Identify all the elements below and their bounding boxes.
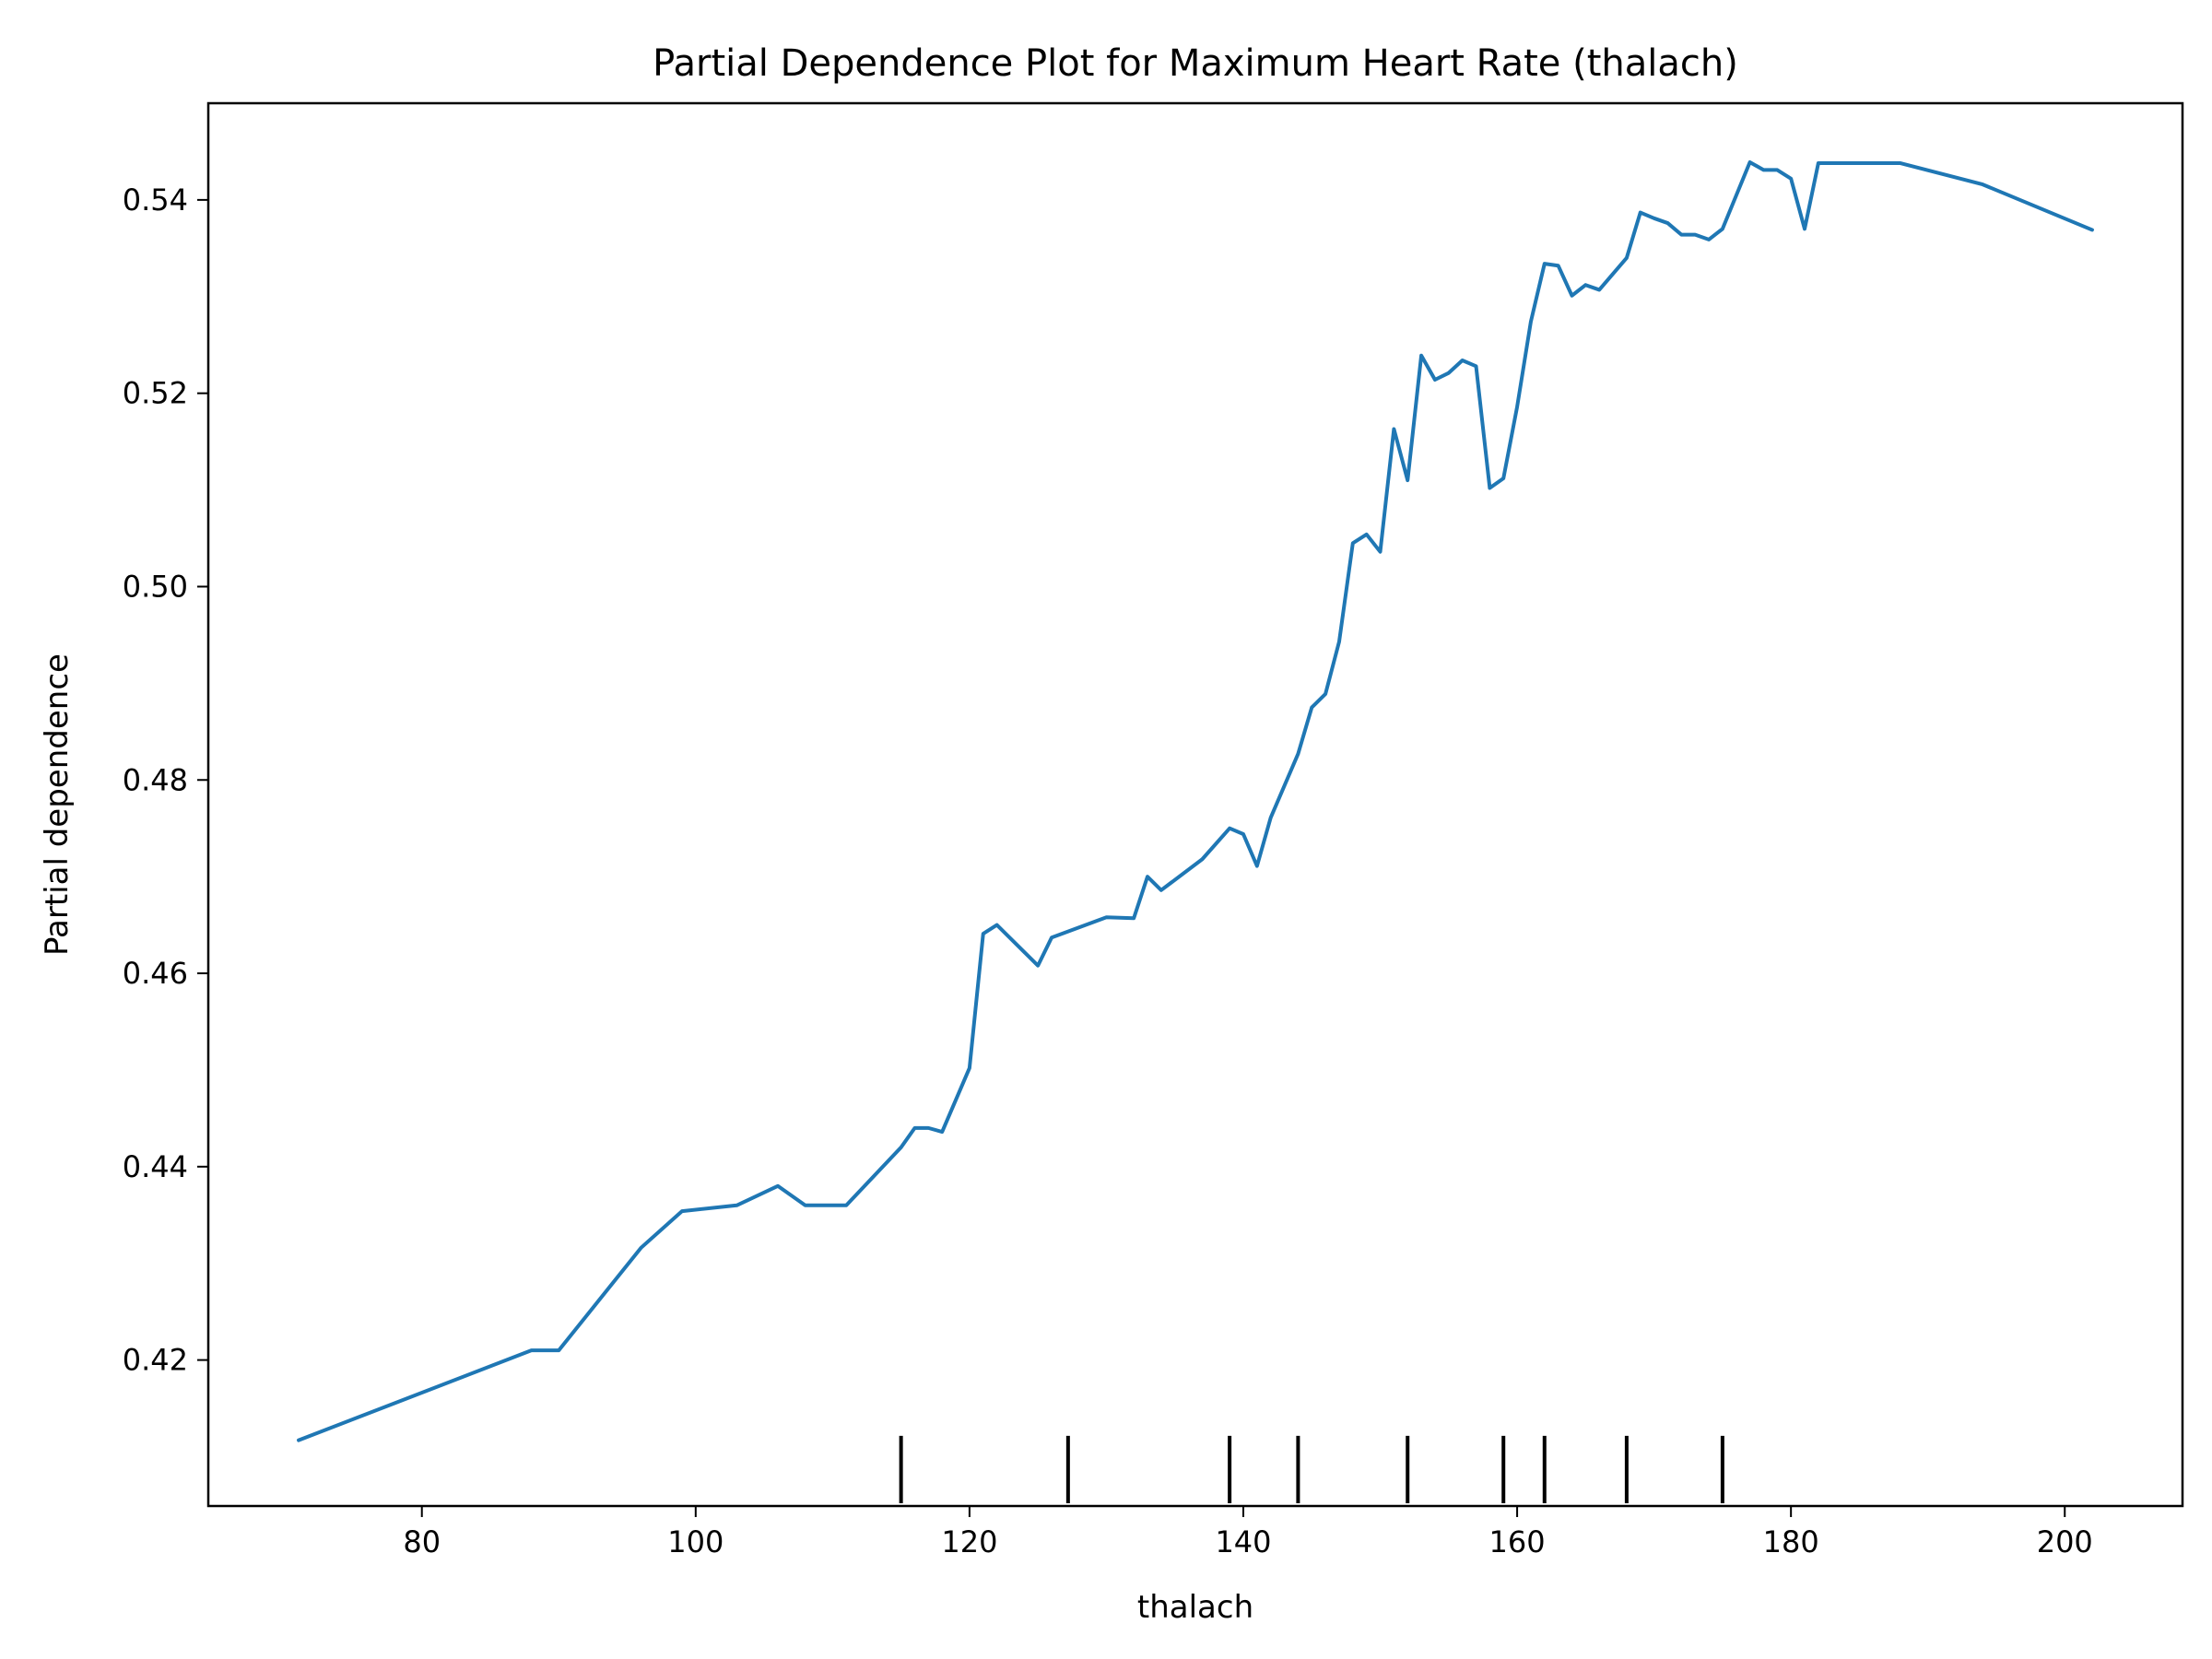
y-tick-label-0.48: 0.48 bbox=[123, 762, 188, 797]
plot-frame bbox=[206, 101, 2184, 1508]
x-tick-label-200: 200 bbox=[2037, 1524, 2093, 1559]
x-axis: 80 100 120 140 160 180 200 bbox=[403, 1506, 2093, 1559]
x-tick-label-80: 80 bbox=[403, 1524, 441, 1559]
y-tick-label-0.46: 0.46 bbox=[123, 956, 188, 991]
x-tick-label-180: 180 bbox=[1763, 1524, 1819, 1559]
series-line-1 bbox=[297, 159, 2094, 1442]
rug-layer bbox=[899, 1435, 1724, 1503]
x-tick-label-140: 140 bbox=[1215, 1524, 1271, 1559]
x-tick-label-160: 160 bbox=[1489, 1524, 1546, 1559]
y-tick-label-0.52: 0.52 bbox=[123, 376, 188, 411]
y-tick-label-0.54: 0.54 bbox=[123, 182, 188, 218]
y-axis-label: Partial dependence bbox=[39, 653, 76, 956]
x-tick-label-120: 120 bbox=[941, 1524, 997, 1559]
series-layer bbox=[297, 159, 2094, 1442]
x-axis-label: thalach bbox=[1137, 1589, 1253, 1626]
y-tick-label-0.50: 0.50 bbox=[123, 569, 188, 604]
chart-title: Partial Dependence Plot for Maximum Hear… bbox=[653, 42, 1738, 85]
y-tick-label-0.42: 0.42 bbox=[123, 1343, 188, 1378]
y-tick-label-0.44: 0.44 bbox=[123, 1149, 188, 1184]
y-axis: 0.42 0.44 0.46 0.48 0.50 0.52 0.54 bbox=[123, 182, 208, 1378]
plot-background bbox=[208, 103, 2183, 1506]
x-tick-label-100: 100 bbox=[667, 1524, 724, 1559]
